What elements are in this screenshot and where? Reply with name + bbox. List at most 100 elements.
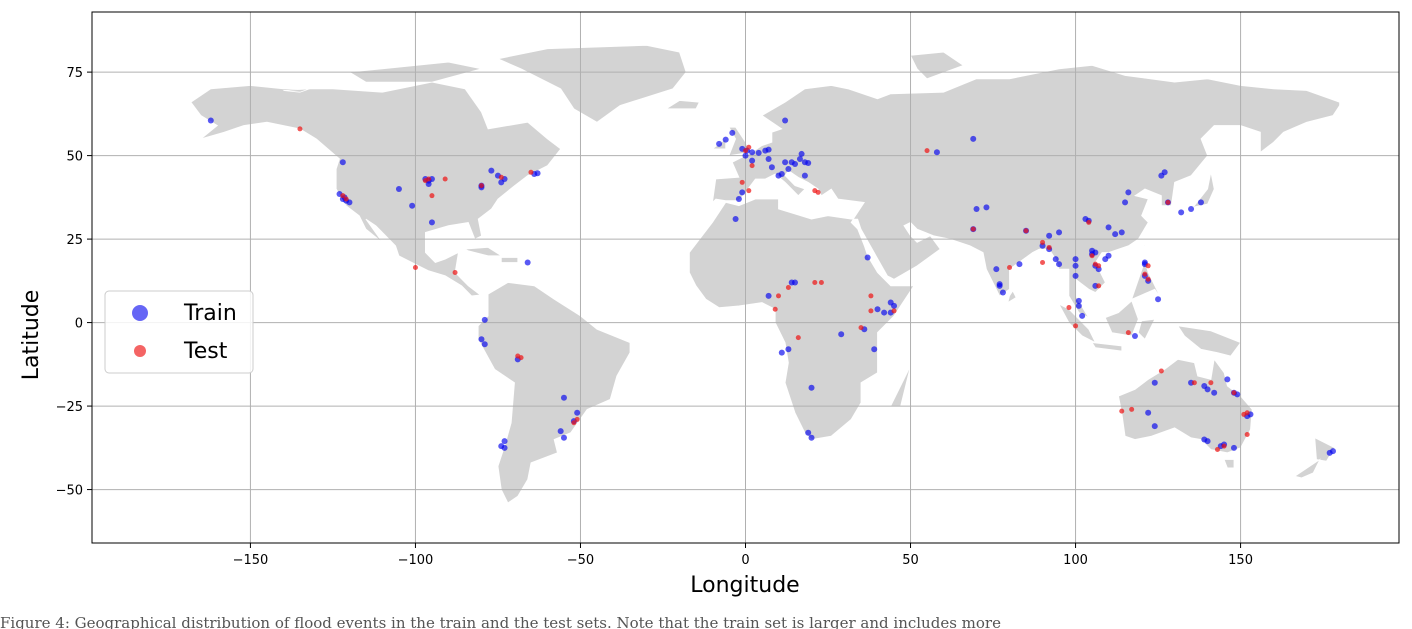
land-mass	[689, 64, 1340, 440]
test-point	[772, 306, 778, 312]
x-tick-label: 100	[1063, 553, 1088, 568]
test-point	[412, 264, 418, 270]
train-point	[933, 149, 940, 156]
legend-marker-test	[134, 345, 146, 357]
train-point	[1131, 332, 1138, 339]
test-point	[1073, 323, 1079, 329]
test-point	[1221, 443, 1227, 449]
train-point	[755, 149, 762, 156]
test-point	[1023, 228, 1029, 234]
test-point	[1066, 305, 1072, 311]
legend: Train Test	[104, 290, 254, 374]
y-ticks: −50 −25 0 25 50 75	[56, 66, 92, 499]
land-mass	[463, 246, 503, 257]
test-point	[815, 189, 821, 195]
train-point	[1178, 209, 1185, 216]
test-point	[1089, 253, 1095, 259]
train-point	[778, 170, 785, 177]
test-point	[429, 193, 435, 199]
test-point	[868, 293, 874, 299]
train-point	[339, 159, 346, 166]
land-mass	[496, 44, 687, 123]
test-point	[1142, 271, 1148, 277]
train-point	[881, 309, 888, 316]
land-mass	[1294, 458, 1321, 479]
train-point	[478, 336, 485, 343]
train-point	[1211, 389, 1218, 396]
train-point	[792, 160, 799, 167]
y-tick-label: −50	[56, 484, 83, 499]
test-point	[746, 188, 752, 194]
train-point	[785, 346, 792, 353]
land-mass	[1137, 318, 1156, 340]
train-point	[1161, 169, 1168, 176]
train-point	[1230, 444, 1237, 451]
train-point	[409, 202, 416, 209]
test-point	[1040, 239, 1046, 245]
train-point	[801, 172, 808, 179]
test-point	[1208, 380, 1214, 386]
train-point	[1075, 302, 1082, 309]
test-point	[818, 280, 824, 286]
test-point	[1119, 408, 1125, 414]
land-mass	[1007, 290, 1017, 304]
test-point	[868, 308, 874, 314]
train-point	[1016, 261, 1023, 268]
train-point	[742, 152, 749, 159]
train-point	[1141, 259, 1148, 266]
train-point	[739, 189, 746, 196]
train-point	[1052, 256, 1059, 263]
train-point	[1145, 409, 1152, 416]
train-point	[1075, 297, 1082, 304]
train-point	[805, 159, 812, 166]
train-point	[1151, 423, 1158, 430]
train-point	[534, 170, 541, 177]
train-point	[1105, 224, 1112, 231]
test-point	[1165, 199, 1171, 205]
train-point	[996, 282, 1003, 289]
train-point	[782, 117, 789, 124]
x-tick-label: −50	[567, 553, 594, 568]
train-point	[1072, 262, 1079, 269]
train-point	[891, 302, 898, 309]
x-axis-label: Longitude	[690, 573, 799, 598]
test-point	[1145, 263, 1151, 269]
train-point	[871, 346, 878, 353]
train-point	[808, 434, 815, 441]
train-point	[1329, 448, 1336, 455]
land-mass	[190, 81, 562, 297]
train-point	[498, 179, 505, 186]
test-point	[297, 126, 303, 132]
train-point	[768, 164, 775, 171]
test-point	[812, 280, 818, 286]
train-point	[735, 196, 742, 203]
train-point	[488, 167, 495, 174]
train-point	[983, 204, 990, 211]
test-point	[785, 285, 791, 291]
land-mass	[500, 257, 519, 263]
train-point	[1204, 386, 1211, 393]
legend-label-train: Train	[183, 301, 237, 326]
test-point	[776, 293, 782, 299]
train-point	[796, 155, 803, 162]
test-point	[528, 169, 534, 175]
land-mass	[1177, 325, 1242, 357]
train-point	[749, 157, 756, 164]
test-point	[1125, 330, 1131, 336]
test-point	[343, 196, 349, 202]
train-point	[970, 135, 977, 142]
x-tick-label: −100	[398, 553, 434, 568]
legend-marker-train	[132, 305, 148, 321]
test-point	[924, 148, 930, 154]
train-point	[838, 331, 845, 338]
test-point	[340, 193, 346, 199]
test-point	[478, 183, 484, 189]
train-point	[1188, 206, 1195, 213]
test-point	[1191, 380, 1197, 386]
test-point	[422, 178, 428, 184]
train-point	[557, 428, 564, 435]
train-point	[1079, 312, 1086, 319]
test-point	[739, 179, 745, 185]
y-axis-label: Latitude	[19, 290, 44, 381]
